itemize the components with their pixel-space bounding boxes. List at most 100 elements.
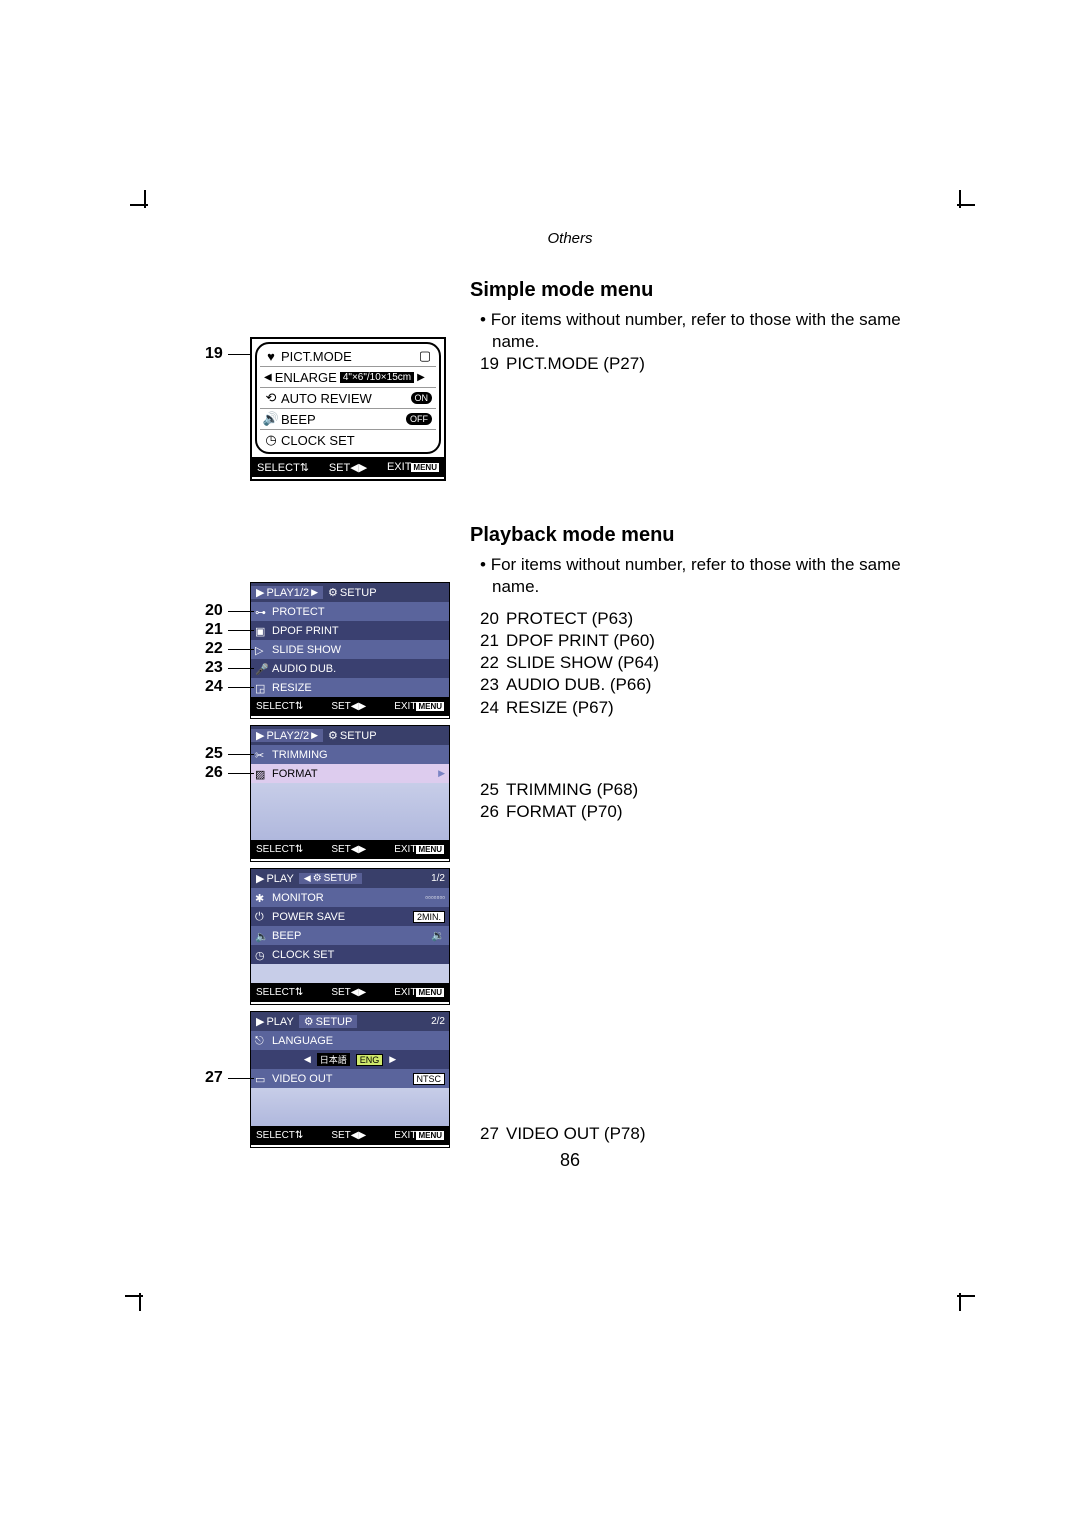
section-title-simple: Simple mode menu — [470, 277, 930, 303]
page-number: 86 — [210, 1150, 930, 1171]
menu-row-clockset: ◷ CLOCK SET — [260, 430, 436, 450]
menu-row-format: ▨FORMAT▶ — [251, 764, 449, 783]
row-label: MONITOR — [272, 892, 324, 904]
menu-badge: MENU — [411, 463, 439, 472]
row-label: PICT.MODE — [281, 349, 352, 364]
tab-row: ▶PLAY ◀⚙SETUP 1/2 — [251, 869, 449, 888]
screen-footer: SELECT⇅ SET◀▶ EXITMENU — [251, 697, 449, 716]
ref-label: TRIMMING (P68) — [506, 780, 638, 799]
row-value: NTSC — [413, 1073, 446, 1085]
scissors-icon: ✂ — [255, 749, 268, 761]
menu-row-beep: 🔈BEEP🔉 — [251, 926, 449, 945]
menu-row-language-opts: ◀ 日本語 ENG ▶ — [251, 1050, 449, 1069]
tab-play: ▶PLAY1/2▶ — [251, 586, 323, 599]
row-badge: OFF — [406, 413, 432, 425]
callout-21: 21 — [205, 621, 223, 639]
ref-num: 19 — [480, 353, 506, 375]
tab-row: ▶PLAY2/2▶ ⚙SETUP — [251, 726, 449, 745]
row-value: 2MIN. — [413, 911, 445, 923]
callout-24: 24 — [205, 678, 223, 696]
menu-row-language: ⎋LANGUAGE — [251, 1031, 449, 1050]
screen-footer: SELECT⇅ SET◀▶ EXITMENU — [252, 457, 444, 477]
ref-num: 23 — [480, 674, 506, 696]
tab-setup: ⚙SETUP — [323, 586, 382, 599]
footer-select: SELECT — [257, 462, 300, 474]
callout-20: 20 — [205, 602, 223, 620]
lang-option-selected: ENG — [356, 1054, 384, 1066]
menu-row-beep: 🔊 BEEP OFF — [260, 409, 436, 430]
ref-num: 22 — [480, 652, 506, 674]
format-icon: ▨ — [255, 768, 268, 780]
crop-mark — [130, 190, 158, 218]
callout-23: 23 — [205, 659, 223, 677]
tab-setup: ⚙SETUP — [299, 1015, 358, 1028]
row-label: SLIDE SHOW — [272, 644, 341, 656]
menu-row-slideshow: ▷ SLIDE SHOW — [251, 640, 449, 659]
ref-num: 20 — [480, 608, 506, 630]
callout-27: 27 — [205, 1069, 223, 1087]
ref-label: SLIDE SHOW (P64) — [506, 653, 659, 672]
tab-setup: ◀⚙SETUP — [299, 873, 362, 884]
tab-row: ▶PLAY ⚙SETUP 2/2 — [251, 1012, 449, 1031]
ref-item: 25TRIMMING (P68) — [480, 779, 930, 801]
row-label: AUTO REVIEW — [281, 391, 372, 406]
section-title-playback: Playback mode menu — [470, 522, 930, 548]
crop-mark — [947, 190, 975, 218]
row-label: VIDEO OUT — [272, 1073, 333, 1085]
power-icon: ⏻ — [255, 911, 268, 923]
beep-icon: 🔊 — [264, 412, 278, 426]
menu-row-dpof: ▣DPOF PRINT — [251, 621, 449, 640]
print-icon: ▣ — [255, 625, 268, 637]
row-label: BEEP — [272, 930, 301, 942]
menu-row-protect: ⊶PROTECT — [251, 602, 449, 621]
row-label: AUDIO DUB. — [272, 663, 336, 675]
callout-25: 25 — [205, 745, 223, 763]
ref-num: 21 — [480, 630, 506, 652]
note-text: • For items without number, refer to tho… — [480, 554, 930, 598]
ref-label: VIDEO OUT (P78) — [506, 1124, 646, 1143]
simple-mode-screen: ♥ PICT.MODE ▢ ◀ ENLARGE 4"×6"/10×15cm ▶ … — [250, 337, 446, 481]
menu-row-pictmode: ♥ PICT.MODE ▢ — [260, 346, 436, 367]
ref-label: RESIZE (P67) — [506, 698, 614, 717]
ref-label: PROTECT (P63) — [506, 609, 633, 628]
row-label: FORMAT — [272, 768, 318, 780]
row-label: POWER SAVE — [272, 911, 345, 923]
menu-row-enlarge: ◀ ENLARGE 4"×6"/10×15cm ▶ — [260, 367, 436, 388]
ref-item: 22SLIDE SHOW (P64) — [480, 652, 930, 674]
beep-icon: 🔈 — [255, 930, 268, 942]
menu-row-monitor: ✱MONITOR▫▫▫▫▫▫▫ — [251, 888, 449, 907]
ref-item: 21DPOF PRINT (P60) — [480, 630, 930, 652]
callout-26: 26 — [205, 764, 223, 782]
tab-play: ▶PLAY — [251, 1015, 299, 1028]
menu-row-videoout: ▭VIDEO OUTNTSC — [251, 1069, 449, 1088]
ref-label: AUDIO DUB. (P66) — [506, 675, 651, 694]
ref-num: 26 — [480, 801, 506, 823]
screen-footer: SELECT⇅ SET◀▶ EXITMENU — [251, 983, 449, 1002]
callout-19: 19 — [205, 345, 223, 363]
row-label: CLOCK SET — [272, 949, 334, 961]
note-text: • For items without number, refer to tho… — [480, 309, 930, 353]
row-badge: ON — [411, 392, 433, 404]
menu-row-autoreview: ⟲ AUTO REVIEW ON — [260, 388, 436, 409]
row-label: RESIZE — [272, 682, 312, 694]
note-text-content: For items without number, refer to those… — [491, 555, 901, 596]
review-icon: ⟲ — [264, 391, 278, 405]
playback-screen-1: ▶PLAY1/2▶ ⚙SETUP ⊶PROTECT ▣DPOF PRINT ▷ S… — [250, 582, 450, 719]
ref-item: 19PICT.MODE (P27) — [480, 353, 930, 375]
slide-icon: ▷ — [255, 644, 268, 656]
note-text-content: For items without number, refer to those… — [491, 310, 901, 351]
setup-screen-2: ▶PLAY ⚙SETUP 2/2 ⎋LANGUAGE ◀ 日本語 ENG ▶ ▭… — [250, 1011, 450, 1148]
footer-exit: EXIT — [387, 461, 411, 473]
ref-item: 20PROTECT (P63) — [480, 608, 930, 630]
row-label: CLOCK SET — [281, 433, 355, 448]
page-indicator: 2/2 — [431, 1016, 449, 1027]
ref-item: 24RESIZE (P67) — [480, 697, 930, 719]
brightness-icon: ✱ — [255, 892, 268, 904]
tab-play: ▶PLAY2/2▶ — [251, 729, 323, 742]
heart-icon: ♥ — [264, 349, 278, 363]
ref-item: 26FORMAT (P70) — [480, 801, 930, 823]
row-value: 4"×6"/10×15cm — [340, 372, 414, 383]
mic-icon: 🎤 — [255, 663, 268, 675]
ref-num: 27 — [480, 1123, 506, 1145]
menu-row-trimming: ✂TRIMMING — [251, 745, 449, 764]
